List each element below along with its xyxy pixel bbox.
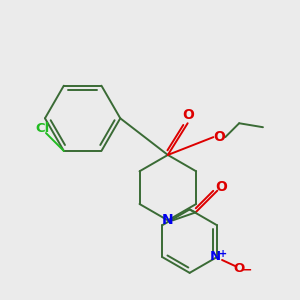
Text: −: − bbox=[242, 263, 252, 276]
Text: O: O bbox=[215, 180, 227, 194]
Text: O: O bbox=[183, 108, 195, 122]
Text: +: + bbox=[219, 249, 227, 259]
Text: O: O bbox=[213, 130, 225, 144]
Text: N: N bbox=[209, 250, 221, 263]
Text: Cl: Cl bbox=[36, 122, 50, 135]
Text: O: O bbox=[233, 262, 244, 275]
Text: N: N bbox=[162, 213, 174, 227]
